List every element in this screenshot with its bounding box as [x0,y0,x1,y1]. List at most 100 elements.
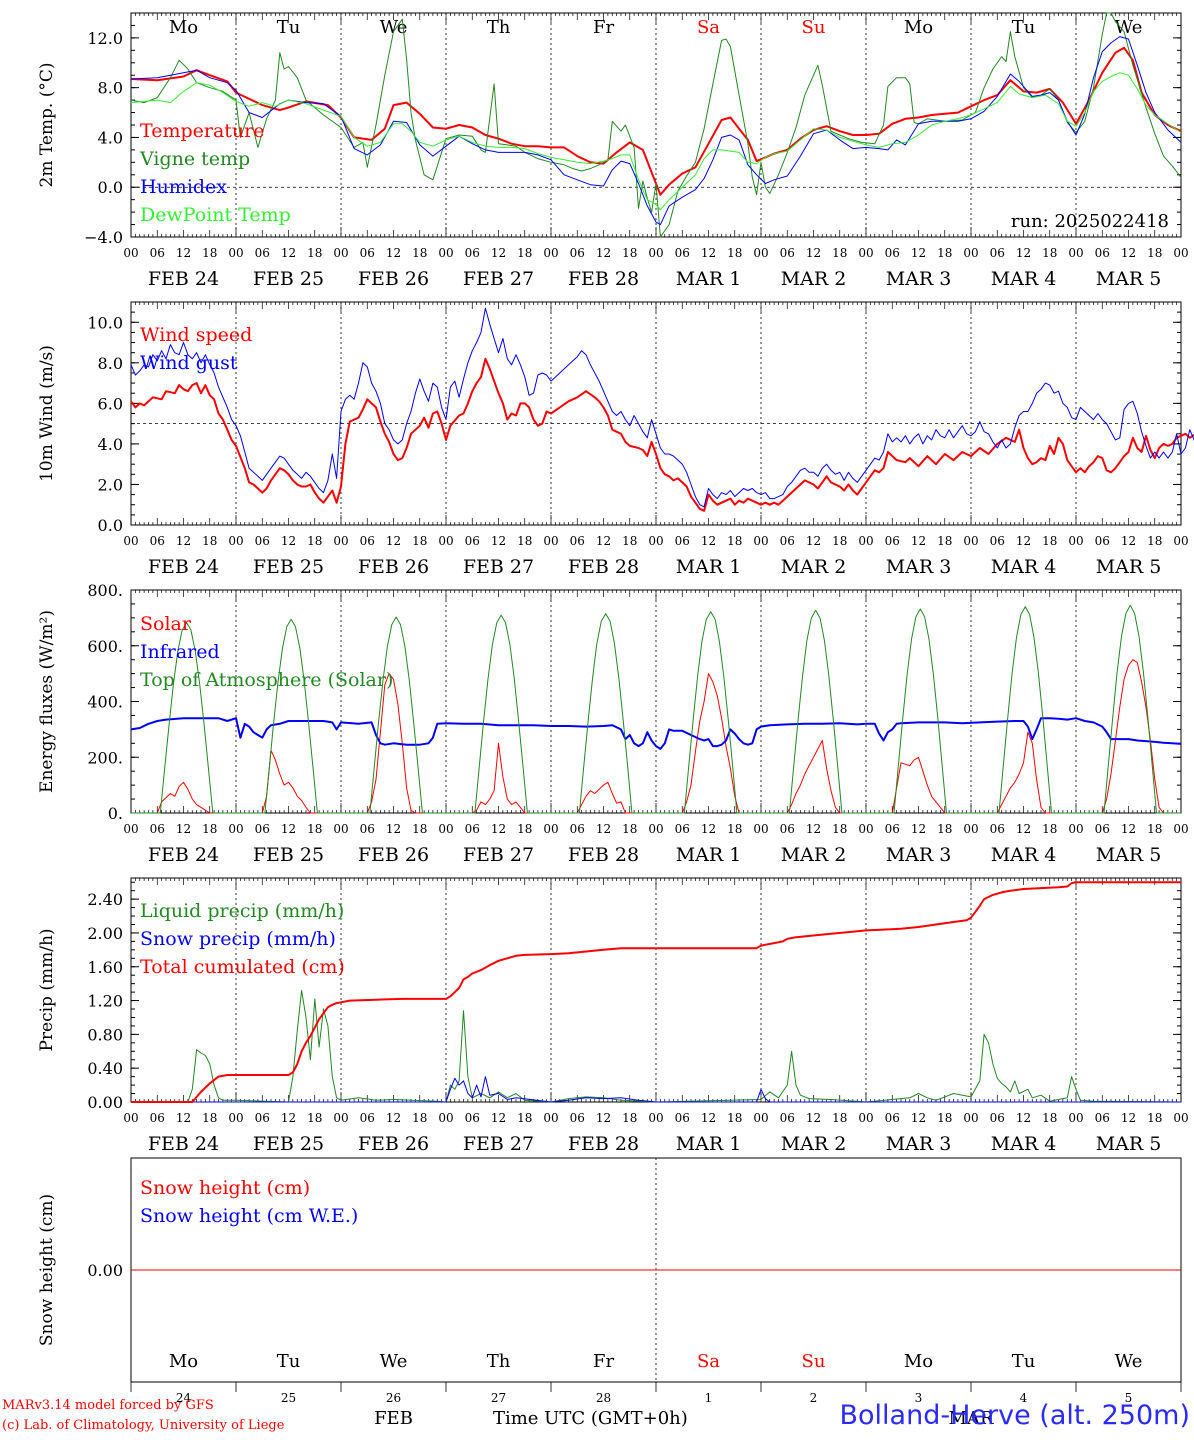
y-tick-label: 2.00 [87,924,123,943]
hour-tick-label: 18 [727,1111,742,1125]
hour-tick-label: 00 [1173,534,1188,548]
day-label: Mo [169,1351,198,1372]
y-tick-label: 4.0 [98,435,123,454]
hour-tick-label: 12 [911,246,926,260]
date-label: MAR 3 [886,844,952,866]
hour-tick-label: 00 [753,246,768,260]
hour-tick-label: 18 [307,534,322,548]
date-label: FEB 24 [148,1133,219,1155]
hour-tick-label: 00 [228,534,243,548]
hour-tick-label: 00 [543,246,558,260]
day-label: We [1115,17,1143,38]
hour-tick-label: 06 [570,822,585,836]
hour-tick-label: 06 [780,1111,795,1125]
y-tick-label: 200. [87,748,123,767]
day-number-label: 2 [810,1391,818,1405]
hour-tick-label: 06 [465,534,480,548]
day-label: Su [802,17,826,38]
hour-tick-label: 18 [937,1111,952,1125]
hour-tick-label: 00 [753,822,768,836]
hour-tick-label: 00 [963,1111,978,1125]
series-line-solar [131,659,1181,814]
hour-tick-label: 18 [622,822,637,836]
date-label: FEB 24 [148,556,219,578]
hour-tick-label: 18 [1042,246,1057,260]
hour-tick-label: 06 [255,534,270,548]
hour-tick-label: 18 [1042,822,1057,836]
hour-tick-label: 18 [832,246,847,260]
hour-tick-label: 12 [806,246,821,260]
hour-tick-label: 12 [386,1111,401,1125]
hour-tick-label: 00 [438,822,453,836]
legend-entry: Snow height (cm W.E.) [140,1205,358,1227]
day-label: Mo [904,1351,933,1372]
date-label: FEB 27 [463,556,534,578]
y-axis-label: Energy fluxes (W/m²) [37,610,57,793]
day-label: Su [802,1351,826,1372]
hour-tick-label: 06 [360,822,375,836]
hour-tick-label: 12 [1016,246,1031,260]
hour-tick-label: 06 [675,534,690,548]
hour-tick-label: 06 [150,1111,165,1125]
day-label: We [1115,1351,1143,1372]
hour-tick-label: 18 [202,534,217,548]
hour-tick-label: 06 [570,246,585,260]
y-tick-label: 0.0 [98,516,123,535]
day-number-label: 3 [915,1391,923,1405]
hour-tick-label: 06 [885,534,900,548]
hour-tick-label: 00 [1068,534,1083,548]
hour-tick-label: 00 [543,534,558,548]
hour-tick-label: 06 [255,822,270,836]
y-tick-label: 0.0 [98,178,123,197]
hour-tick-label: 12 [596,1111,611,1125]
hour-tick-label: 06 [885,1111,900,1125]
hour-tick-label: 06 [1095,1111,1110,1125]
series-line-humidex [130,36,1182,226]
month-label: FEB [374,1408,413,1429]
hour-tick-label: 18 [832,534,847,548]
hour-tick-label: 00 [858,1111,873,1125]
date-label: FEB 26 [358,1133,429,1155]
hour-tick-label: 18 [202,1111,217,1125]
hour-tick-label: 12 [596,534,611,548]
day-label: Th [487,17,511,38]
series-line-total-cumulated-cm- [131,881,1181,1103]
hour-tick-label: 00 [648,534,663,548]
hour-tick-label: 18 [307,822,322,836]
hour-tick-label: 06 [675,822,690,836]
hour-tick-label: 18 [202,246,217,260]
day-number-label: 25 [281,1391,296,1405]
hour-tick-label: 06 [465,246,480,260]
hour-tick-label: 18 [622,246,637,260]
date-label: MAR 3 [886,268,952,290]
hour-tick-label: 00 [753,534,768,548]
hour-tick-label: 12 [386,246,401,260]
date-label: MAR 5 [1096,556,1162,578]
hour-tick-label: 06 [360,246,375,260]
hour-tick-label: 18 [307,246,322,260]
date-label: FEB 25 [253,268,324,290]
hour-tick-label: 00 [648,246,663,260]
hour-tick-label: 12 [176,1111,191,1125]
date-label: MAR 1 [676,1133,742,1155]
hour-tick-label: 00 [1173,822,1188,836]
date-label: FEB 27 [463,1133,534,1155]
hour-tick-label: 12 [701,822,716,836]
date-label: MAR 5 [1096,1133,1162,1155]
hour-tick-label: 18 [622,534,637,548]
series-line-infrared [130,717,1182,750]
hour-tick-label: 00 [333,534,348,548]
day-number-label: 24 [176,1391,192,1405]
hour-tick-label: 12 [1016,1111,1031,1125]
day-number-label: 28 [596,1391,611,1405]
hour-tick-label: 18 [622,1111,637,1125]
hour-tick-label: 18 [517,534,532,548]
hour-tick-label: 06 [465,1111,480,1125]
hour-tick-label: 06 [1095,534,1110,548]
hour-tick-label: 00 [1068,822,1083,836]
hour-tick-label: 00 [333,822,348,836]
y-axis-label: 2m Temp. (°C) [37,62,57,187]
legend-entry: Temperature [140,120,264,142]
day-label: Fr [593,17,614,38]
hour-tick-label: 06 [150,246,165,260]
